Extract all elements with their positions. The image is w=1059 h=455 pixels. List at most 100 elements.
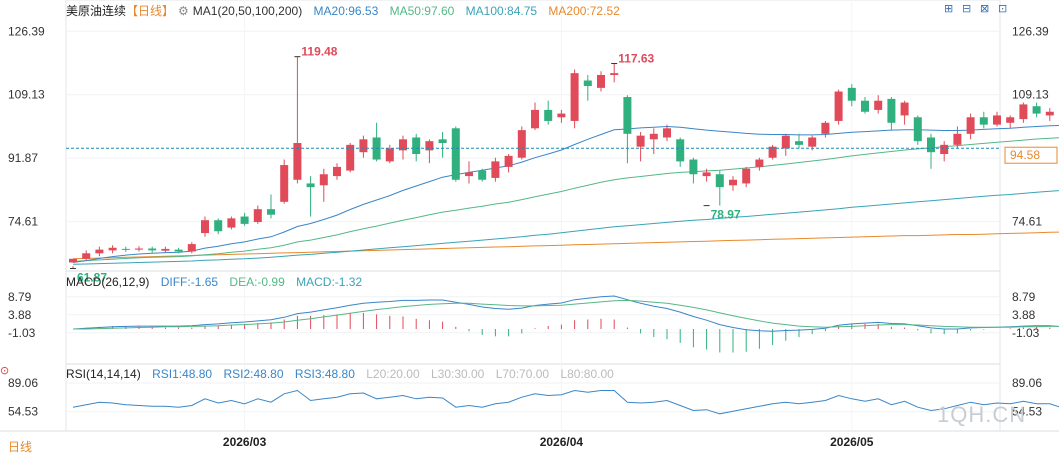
candle-body	[900, 102, 909, 116]
l30-value: L30:30.00	[430, 367, 485, 381]
candle-body	[583, 80, 592, 87]
macd-dea: DEA:-0.99	[229, 275, 285, 289]
price-tick-left: 74.61	[8, 215, 38, 229]
rsi1-value: RSI1:48.80	[152, 367, 213, 381]
candle-body	[319, 174, 328, 186]
candle-body	[570, 73, 579, 121]
rsi-title: RSI(14,14,14)	[66, 367, 141, 381]
candle-body	[1019, 104, 1028, 120]
candle-body	[333, 166, 341, 177]
price-tick-right: 109.13	[1012, 88, 1049, 102]
rsi3-value: RSI3:48.80	[294, 367, 355, 381]
candle-body	[689, 159, 698, 175]
candle-body	[940, 144, 949, 155]
ma50-line	[72, 137, 1059, 262]
macd-legend: MACD(26,12,9) DIFF:-1.65 DEA:-0.99 MACD:…	[66, 275, 370, 289]
annotation-label: 117.63	[618, 51, 654, 65]
candle-body	[544, 109, 553, 121]
ma100-line	[72, 190, 1059, 265]
l70-value: L70:70.00	[495, 367, 550, 381]
candle-body	[465, 172, 473, 177]
ma50-value: MA50:97.60	[389, 4, 455, 18]
ma20-value: MA20:96.53	[313, 4, 379, 18]
date-label: 2026/03	[223, 435, 267, 449]
candle-body	[517, 130, 526, 158]
candle-body	[451, 128, 460, 180]
annotation-label: 61.87	[77, 270, 107, 284]
zoom-in-icon[interactable]: ⊞	[944, 3, 954, 15]
rsi-tick-right: 89.06	[1012, 376, 1042, 390]
ma200-line	[72, 231, 1059, 260]
rsi-tick-left: 89.06	[8, 376, 38, 390]
candle-body	[227, 218, 236, 228]
candle-body	[993, 115, 1001, 125]
candle-body	[795, 141, 803, 145]
candle-body	[663, 128, 671, 138]
candle-body	[161, 248, 170, 251]
price-tick-left: 126.39	[8, 24, 45, 38]
candle-body	[861, 100, 869, 112]
candle-body	[1006, 117, 1015, 123]
candle-body	[1032, 106, 1041, 114]
candle-body	[399, 139, 407, 151]
macd-tick-right: -1.03	[1012, 326, 1040, 340]
l80-value: L80:80.00	[560, 367, 614, 381]
period-button[interactable]: 日线	[8, 440, 33, 454]
ma200-value: MA200:72.52	[548, 4, 620, 18]
date-label: 2026/04	[540, 435, 584, 449]
candle-body	[755, 159, 764, 167]
candle-body	[82, 253, 91, 259]
candle-body	[953, 133, 962, 145]
candle-body	[69, 258, 77, 263]
candle-body	[729, 179, 737, 186]
macd-diff-line	[72, 295, 1059, 332]
candle-body	[927, 137, 935, 153]
candle-body	[821, 122, 830, 134]
watermark: 1QH.CN	[937, 402, 1027, 427]
macd-value: MACD:-1.32	[296, 275, 363, 289]
candle-body	[293, 143, 302, 180]
rsi-line	[72, 389, 1059, 415]
candle-body	[847, 87, 856, 101]
price-tick-right: 74.61	[1012, 215, 1042, 229]
candle-body	[781, 135, 790, 149]
close-icon[interactable]: ⊡	[998, 3, 1008, 15]
macd-tick-right: 3.88	[1012, 308, 1036, 322]
candle-body	[121, 248, 130, 250]
price-tick-left: 109.13	[8, 88, 45, 102]
candle-body	[874, 100, 883, 110]
candle-body	[649, 133, 658, 140]
period-label[interactable]: 【日线】	[126, 4, 175, 18]
candle-body	[557, 113, 566, 118]
candle-body	[306, 183, 315, 188]
current-price-label: 94.58	[1010, 148, 1040, 162]
current-price-box	[1004, 146, 1058, 164]
candle-body	[491, 161, 500, 178]
fullscreen-icon[interactable]: ⊠	[980, 3, 990, 15]
candle-body	[966, 117, 975, 134]
candle-body	[768, 146, 777, 158]
candle-body	[412, 137, 421, 155]
rsi-tick-left: 54.53	[8, 405, 38, 419]
macd-tick-left: 3.88	[8, 308, 32, 322]
instrument-title: 美原油连续	[66, 4, 127, 18]
candle-body	[715, 174, 724, 188]
candle-body	[887, 98, 896, 123]
header-legend: 美原油连续【日线】 ⚙ MA1(20,50,100,200) MA20:96.53 …	[66, 2, 628, 19]
candle-body	[979, 117, 988, 125]
candle-body	[174, 249, 183, 252]
macd-tick-right: 8.79	[1012, 290, 1036, 304]
candle-body	[346, 144, 355, 171]
candle-body	[108, 247, 117, 251]
candle-body	[135, 248, 143, 250]
macd-dea-line	[73, 299, 1059, 330]
crosshair-icon[interactable]: ⊙	[0, 365, 10, 377]
zoom-out-icon[interactable]: ⊟	[962, 3, 972, 15]
ma-label: MA1(20,50,100,200)	[192, 4, 303, 18]
settings-icon[interactable]: ⚙	[178, 4, 189, 18]
candle-body	[438, 139, 447, 143]
candle-body	[187, 244, 196, 252]
candle-body	[913, 117, 922, 142]
macd-diff: DIFF:-1.65	[160, 275, 219, 289]
